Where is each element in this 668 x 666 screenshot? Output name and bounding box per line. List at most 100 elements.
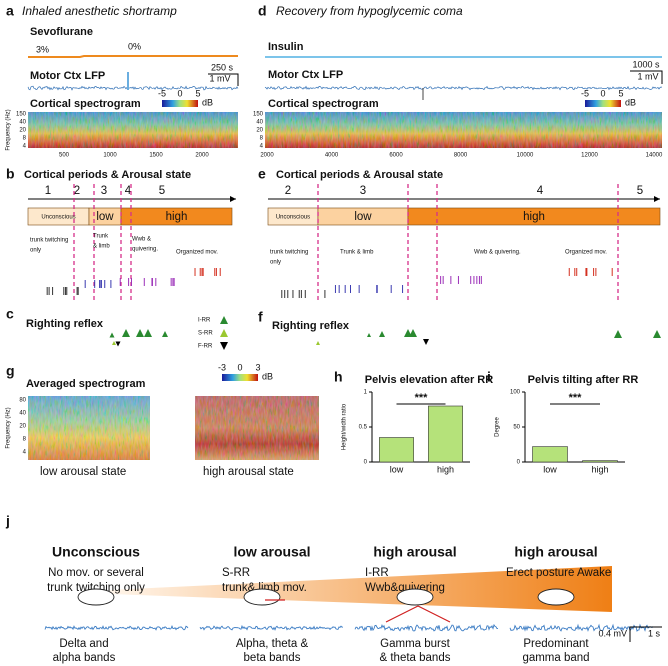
rr-event — [379, 331, 385, 337]
colorbar-tick: -3 — [218, 362, 226, 372]
y-tick-label: 20 — [19, 424, 26, 430]
rr-event — [653, 330, 661, 338]
legend-label: I-RR — [198, 318, 211, 324]
panel-label: a — [6, 3, 14, 19]
y-axis-label: Height/width ratio — [342, 403, 348, 450]
band-label: & theta bands — [380, 652, 451, 664]
state-label: high — [523, 211, 545, 223]
colorbar — [162, 100, 198, 107]
bar — [428, 405, 463, 463]
period-label: 2 — [285, 185, 291, 197]
caption: low arousal state — [40, 466, 126, 478]
state-label: Unconscious — [276, 215, 310, 221]
y-tick-label: 0.5 — [359, 425, 368, 431]
behavior-label: trunk twitching — [270, 250, 308, 256]
y-tick-label: 0 — [517, 460, 521, 466]
spectrogram-noise — [265, 112, 662, 148]
y-tick-label: 8 — [23, 136, 27, 142]
stage-description: No mov. or several — [48, 567, 144, 579]
y-tick-label: 8 — [260, 136, 264, 142]
mouse — [537, 588, 575, 606]
arrow-head — [654, 196, 660, 202]
behavior-label: & limb — [93, 244, 110, 250]
scale-label: 1 s — [648, 628, 661, 638]
stage-title: high arousal — [514, 544, 597, 560]
x-tick-label: 8000 — [454, 153, 468, 159]
behavior-label: Wwb & quivering. — [474, 250, 521, 256]
panel-label: d — [258, 3, 267, 19]
rr-event — [409, 329, 417, 337]
scale-label: 1000 s — [632, 59, 660, 69]
drug-label: Insulin — [268, 41, 304, 53]
significance: *** — [415, 392, 429, 404]
scale-label: 1 mV — [209, 73, 230, 83]
rr-event — [316, 341, 320, 345]
period-label: 4 — [537, 185, 544, 197]
stage-description: I-RR — [365, 567, 389, 579]
band-label: Delta and — [59, 638, 108, 650]
colorbar-tick: 0 — [177, 88, 182, 98]
behavior-label: Organized mov. — [565, 250, 607, 256]
behavior-label: Trunk — [93, 234, 109, 240]
panel-title: Averaged spectrogram — [26, 378, 146, 390]
spectrogram-noise — [28, 396, 150, 460]
stage-description: trunk twitching only — [47, 582, 145, 594]
spectrogram-label: Cortical spectrogram — [30, 98, 141, 110]
scale-bar — [630, 70, 663, 84]
bar — [582, 460, 618, 463]
axis-label: Frequency (Hz) — [6, 109, 12, 150]
y-tick-label: 40 — [19, 411, 26, 417]
y-tick-label: 100 — [510, 390, 521, 396]
y-tick-label: 40 — [256, 120, 263, 126]
y-tick-label: 0 — [364, 460, 368, 466]
panel-title: Inhaled anesthetic shortramp — [22, 4, 177, 18]
legend-label: S-RR — [198, 331, 213, 337]
behavior-label: Trunk & limb — [340, 250, 374, 256]
colorbar-tick: 0 — [600, 88, 605, 98]
drug-label: Sevoflurane — [30, 26, 93, 38]
y-tick-label: 4 — [260, 144, 264, 150]
y-tick-label: 8 — [23, 437, 27, 443]
lfp-trace — [199, 624, 344, 631]
panel-label: g — [6, 363, 15, 379]
band-label: Predominant — [523, 638, 589, 650]
spectrogram-label: Cortical spectrogram — [268, 98, 379, 110]
rr-event — [144, 329, 152, 337]
rr-event — [136, 329, 144, 337]
rr-event — [367, 333, 371, 337]
y-tick-label: 80 — [19, 398, 26, 404]
bar — [532, 446, 568, 463]
chart-title: Pelvis tilting after RR — [528, 374, 639, 386]
behavior-label: trunk twitching — [30, 238, 68, 244]
panel-title: Recovery from hypoglycemic coma — [276, 4, 463, 18]
rr-event — [423, 339, 429, 345]
panel-label: e — [258, 166, 266, 182]
panel-title: Cortical periods & Arousal state — [24, 169, 191, 181]
y-tick-label: 1 — [364, 390, 368, 396]
scale-label: 0.4 mV — [598, 628, 627, 638]
panel-title: Cortical periods & Arousal state — [276, 169, 443, 181]
x-tick-label: low — [543, 464, 557, 474]
state-label: Unconscious — [41, 215, 75, 221]
x-tick-label: 500 — [59, 153, 70, 159]
stage-description: trunk& limb mov. — [222, 582, 307, 594]
significance: *** — [569, 392, 583, 404]
y-axis-label: Degree — [495, 417, 501, 437]
y-tick-label: 4 — [23, 450, 27, 456]
x-tick-label: 14000 — [646, 153, 663, 159]
stage-title: high arousal — [373, 544, 456, 560]
rr-event — [220, 329, 228, 337]
dose-label: 0% — [128, 41, 141, 51]
y-tick-label: 20 — [256, 128, 263, 134]
scale-label: 250 s — [211, 62, 234, 72]
colorbar-unit: dB — [625, 97, 636, 107]
lfp-trace — [264, 85, 663, 91]
rr-event — [220, 342, 228, 350]
legend-label: F-RR — [198, 344, 213, 350]
caption: high arousal state — [203, 466, 294, 478]
panel-label: f — [258, 309, 263, 325]
chart-title: Pelvis elevation after RR — [365, 374, 493, 386]
period-label: 2 — [74, 185, 80, 197]
x-tick-label: high — [437, 464, 454, 474]
